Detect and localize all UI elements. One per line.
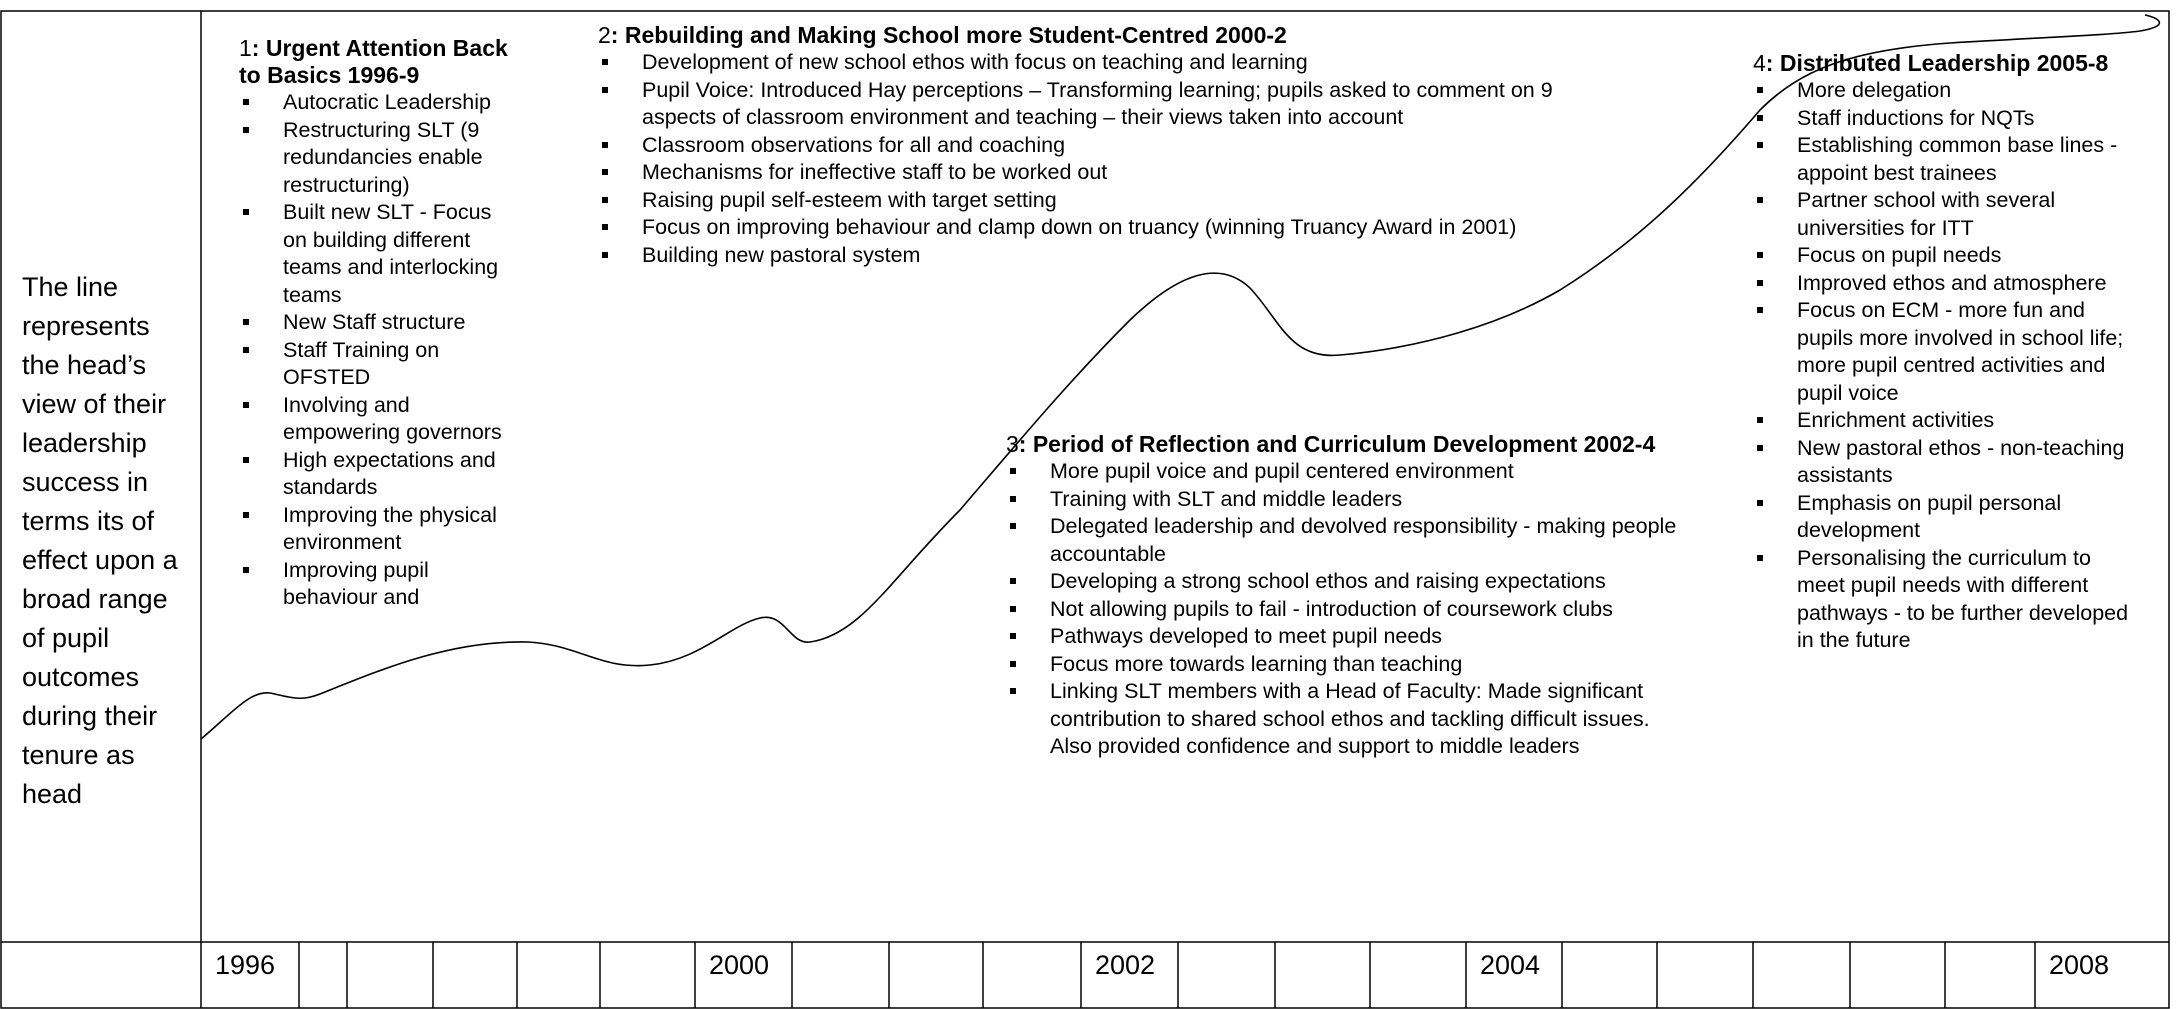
phase-number: 3 [1006, 431, 1019, 457]
bullet: Staff inductions for NQTs [1753, 105, 2138, 133]
phase-title: 3: Period of Reflection and Curriculum D… [1006, 431, 1696, 458]
bullet: Involving and empowering governors [239, 392, 511, 447]
bullet: New Staff structure [239, 309, 511, 337]
phase-title: 4: Distributed Leadership 2005-8 [1753, 50, 2138, 77]
bullet-list: More delegation Staff inductions for NQTs… [1753, 77, 2138, 655]
bullet: Autocratic Leadership [239, 89, 511, 117]
bullet: Improving the physical environment [239, 502, 511, 557]
bullet: Linking SLT members with a Head of Facul… [1006, 678, 1696, 761]
bullet: Personalising the curriculum to meet pup… [1753, 545, 2138, 655]
phase: 4: Distributed Leadership 2005-8 More del… [1753, 50, 2138, 655]
phase-title-text: : Rebuilding and Making School more Stud… [610, 22, 1287, 48]
bullet: Establishing common base lines - appoint… [1753, 132, 2138, 187]
bullet: Focus on improving behaviour and clamp d… [598, 214, 1558, 242]
bullet: Focus on pupil needs [1753, 242, 2138, 270]
bullet: Focus more towards learning than teachin… [1006, 651, 1696, 679]
bullet-list: Autocratic Leadership Restructuring SLT (… [239, 89, 511, 612]
bullet: High expectations and standards [239, 447, 511, 502]
year-label: 2004 [1480, 950, 1541, 980]
bullet: More delegation [1753, 77, 2138, 105]
side-text: The line represents the head’s view of t… [22, 272, 178, 809]
phase-title-text: : Distributed Leadership 2005-8 [1765, 50, 2109, 76]
bullet: Built new SLT - Focus on building differ… [239, 199, 511, 309]
phase-title-text: : Period of Reflection and Curriculum De… [1018, 431, 1656, 457]
bullet: More pupil voice and pupil centered envi… [1006, 458, 1696, 486]
bullet: New pastoral ethos - non-teaching assist… [1753, 435, 2138, 490]
bullet: Partner school with several universities… [1753, 187, 2138, 242]
bullet: Development of new school ethos with foc… [598, 49, 1558, 77]
bullet: Improving pupil behaviour and [239, 557, 511, 612]
bullet: Training with SLT and middle leaders [1006, 486, 1696, 514]
bullet: Classroom observations for all and coach… [598, 132, 1558, 160]
bullet-list: More pupil voice and pupil centered envi… [1006, 458, 1696, 761]
bullet: Emphasis on pupil personal development [1753, 490, 2138, 545]
bullet: Focus on ECM - more fun and pupils more … [1753, 297, 2138, 407]
bullet: Improved ethos and atmosphere [1753, 270, 2138, 298]
phase-number: 4 [1753, 50, 1766, 76]
phase: 3: Period of Reflection and Curriculum D… [1006, 431, 1696, 761]
bullet: Delegated leadership and devolved respon… [1006, 513, 1696, 568]
bullet: Pathways developed to meet pupil needs [1006, 623, 1696, 651]
phase-title: 2: Rebuilding and Making School more Stu… [598, 22, 1558, 49]
phase: 1: Urgent Attention Back to Basics 1996-… [239, 35, 511, 612]
year-label: 2000 [709, 950, 770, 980]
bullet: Developing a strong school ethos and rai… [1006, 568, 1696, 596]
year-label: 2008 [2049, 950, 2110, 980]
bullet-list: Development of new school ethos with foc… [598, 49, 1558, 269]
phase-title-text: : Urgent Attention Back to Basics 1996-9 [239, 35, 508, 88]
bullet: Enrichment activities [1753, 407, 2138, 435]
phase-number: 1 [239, 35, 252, 61]
bullet: Staff Training on OFSTED [239, 337, 511, 392]
bullet: Mechanisms for ineffective staff to be w… [598, 159, 1558, 187]
year-label: 1996 [215, 950, 276, 980]
phase-title: 1: Urgent Attention Back to Basics 1996-… [239, 35, 511, 89]
year-label: 2002 [1095, 950, 1156, 980]
bullet: Restructuring SLT (9 redundancies enable… [239, 117, 511, 200]
bullet: Not allowing pupils to fail - introducti… [1006, 596, 1696, 624]
phase: 2: Rebuilding and Making School more Stu… [598, 22, 1558, 269]
bullet: Pupil Voice: Introduced Hay perceptions … [598, 77, 1558, 132]
bullet: Raising pupil self-esteem with target se… [598, 187, 1558, 215]
phase-number: 2 [598, 22, 611, 48]
bullet: Building new pastoral system [598, 242, 1558, 270]
success-line [200, 14, 2161, 740]
